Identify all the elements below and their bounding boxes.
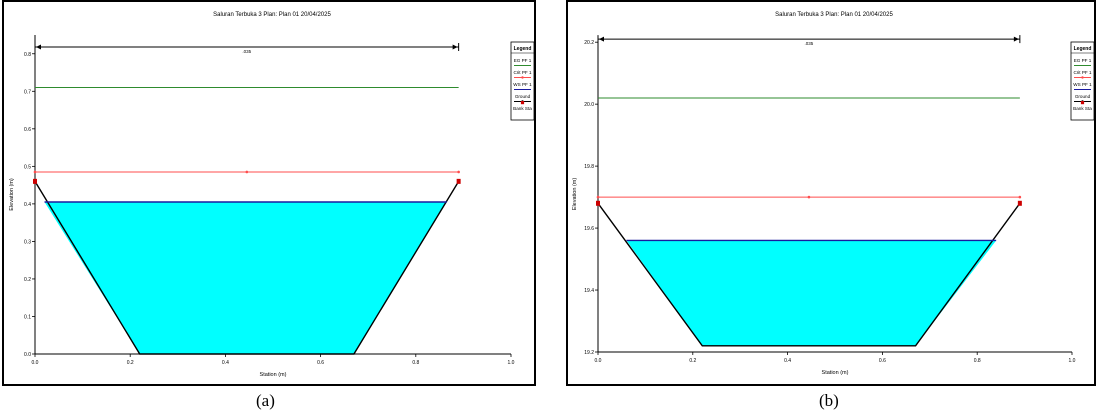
- legend-swatch-marker-b-1: [1081, 76, 1084, 79]
- x-tick-label-b-4: 0.8: [974, 358, 981, 364]
- legend-title-b: Legend: [1074, 46, 1092, 52]
- x-tick-label-b-3: 0.6: [879, 358, 886, 364]
- chart-title-a: Saluran Terbuka 3 Plan: Plan 01 20/04/20…: [213, 12, 331, 18]
- y-tick-label-a-3: 0.3: [24, 239, 31, 245]
- crit-marker-a-2: [457, 170, 460, 174]
- y-tick-label-a-4: 0.4: [24, 202, 31, 208]
- y-tick-label-b-4: 20.0: [584, 102, 594, 108]
- legend-label-a-3: Ground: [515, 94, 531, 99]
- chart-b-svg: Saluran Terbuka 3 Plan: Plan 01 20/04/20…: [572, 12, 1094, 376]
- legend-label-a-2: WS PF 1: [513, 82, 532, 87]
- y-tick-label-a-6: 0.6: [24, 127, 31, 133]
- crit-marker-a-0: [33, 170, 37, 174]
- crit-marker-b-1: [807, 195, 811, 199]
- crit-marker-b-0: [596, 195, 600, 199]
- legend-swatch-b-4: [1080, 101, 1085, 105]
- legend-box-a: [510, 41, 534, 121]
- y-tick-label-b-0: 19.2: [584, 350, 594, 356]
- caption-a: (a): [256, 391, 275, 410]
- x-tick-label-b-5: 1.0: [1069, 358, 1076, 364]
- manning-left-arrow-b: [599, 36, 604, 42]
- y-axis-label-b: Elevation (m): [572, 178, 578, 211]
- legend-label-b-4: Bank Sta: [1073, 106, 1092, 111]
- x-tick-label-a-1: 0.2: [127, 360, 134, 366]
- bank-sta-marker-a-1: [456, 178, 461, 184]
- chart-a-svg: Saluran Terbuka 3 Plan: Plan 01 20/04/20…: [9, 12, 534, 378]
- legend-label-a-0: EG PF 1: [514, 58, 532, 63]
- x-tick-label-a-5: 1.0: [508, 360, 515, 366]
- legend-label-b-0: EG PF 1: [1074, 58, 1092, 63]
- x-tick-label-b-0: 0.0: [595, 358, 602, 364]
- x-tick-label-a-0: 0.0: [32, 360, 39, 366]
- manning-label-a: .035: [242, 49, 251, 54]
- crit-marker-b-2: [1018, 195, 1022, 199]
- y-tick-label-b-1: 19.4: [584, 288, 594, 294]
- legend-label-b-1: Crit PF 1: [1073, 70, 1092, 75]
- legend-title-a: Legend: [514, 46, 532, 52]
- y-tick-label-b-3: 19.8: [584, 164, 594, 170]
- water-area-a: [44, 202, 447, 354]
- legend-label-b-2: WS PF 1: [1073, 82, 1092, 87]
- caption-b: (b): [819, 391, 839, 410]
- x-axis-label-a: Station (m): [260, 372, 287, 378]
- y-tick-label-a-7: 0.7: [24, 89, 31, 95]
- chart-panel-a: Saluran Terbuka 3 Plan: Plan 01 20/04/20…: [2, 0, 536, 386]
- x-tick-label-a-4: 0.8: [412, 360, 419, 366]
- chart-panel-b: Saluran Terbuka 3 Plan: Plan 01 20/04/20…: [566, 0, 1096, 386]
- manning-right-arrow-a: [452, 44, 458, 50]
- water-area-b: [626, 240, 997, 346]
- bank-sta-marker-a-0: [33, 178, 37, 184]
- legend-swatch-a-4: [520, 101, 525, 105]
- ground-line-a: [34, 181, 460, 355]
- y-tick-label-b-5: 20.2: [584, 40, 594, 46]
- x-tick-label-b-1: 0.2: [689, 358, 696, 364]
- y-tick-label-a-1: 0.1: [24, 314, 31, 320]
- x-tick-label-a-2: 0.4: [222, 360, 229, 366]
- bank-sta-marker-b-1: [1017, 200, 1022, 206]
- legend-box-b: [1070, 41, 1094, 121]
- ground-line-b: [597, 202, 1021, 347]
- manning-left-arrow-a: [36, 44, 41, 50]
- y-tick-label-a-5: 0.5: [24, 164, 31, 170]
- bank-sta-marker-b-0: [596, 200, 600, 206]
- legend-label-b-3: Ground: [1075, 94, 1091, 99]
- manning-label-b: .035: [805, 41, 814, 46]
- chart-title-b: Saluran Terbuka 3 Plan: Plan 01 20/04/20…: [775, 12, 893, 18]
- y-tick-label-a-0: 0.0: [24, 352, 31, 358]
- legend-label-a-1: Crit PF 1: [513, 70, 532, 75]
- y-tick-label-a-8: 0.8: [24, 52, 31, 58]
- manning-right-arrow-b: [1013, 36, 1019, 42]
- x-tick-label-a-3: 0.6: [317, 360, 324, 366]
- x-axis-label-b: Station (m): [822, 370, 849, 376]
- crit-marker-a-1: [245, 170, 249, 174]
- x-tick-label-b-2: 0.4: [784, 358, 791, 364]
- legend-label-a-4: Bank Sta: [513, 106, 532, 111]
- y-tick-label-a-2: 0.2: [24, 277, 31, 283]
- y-axis-label-a: Elevation (m): [9, 178, 15, 211]
- legend-swatch-marker-a-1: [521, 76, 524, 79]
- y-tick-label-b-2: 19.6: [584, 226, 594, 232]
